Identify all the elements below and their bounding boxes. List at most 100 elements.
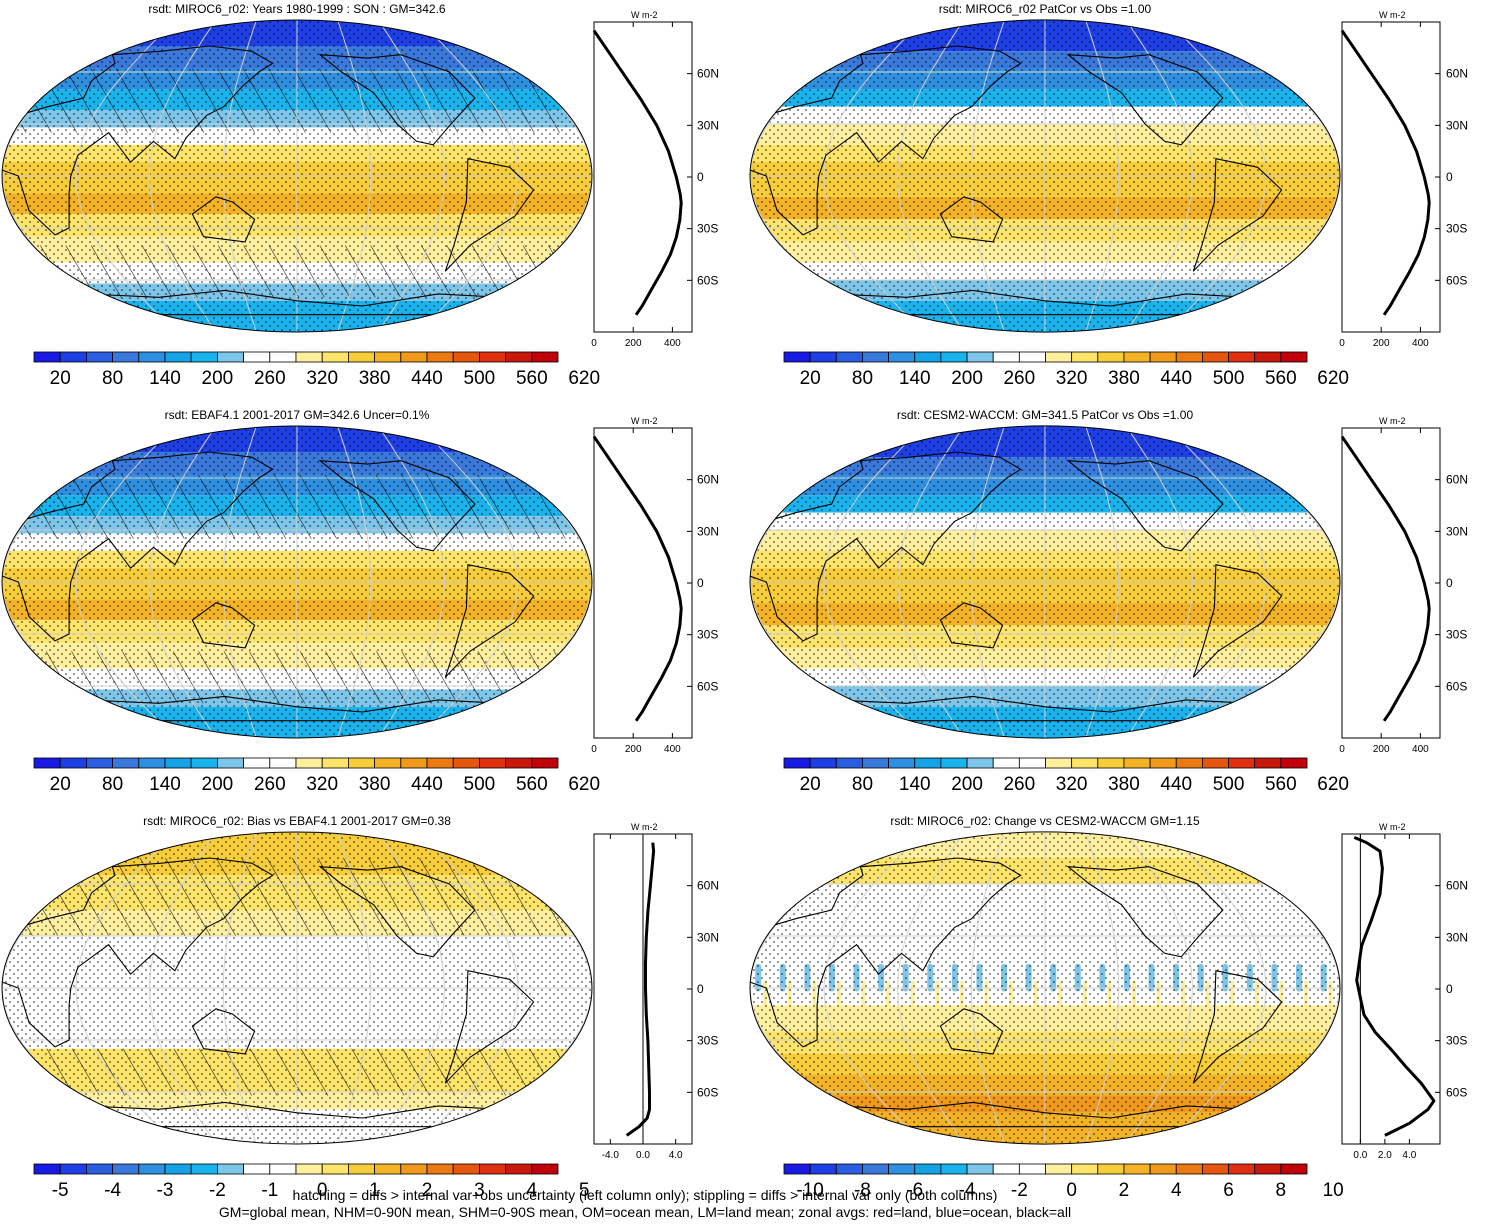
coastline [83,1101,504,1128]
graticule-meridian [823,425,924,739]
panel-title: rsdt: MIROC6_r02: Years 1980-1999 : SON … [148,2,446,16]
colorbar-swatch [1228,351,1256,363]
colorbar-swatch [112,1163,140,1175]
colorbar-label: 80 [102,368,123,389]
map [750,831,1341,1145]
zonal-unit-label: W m-2 [1379,10,1406,20]
zonal-x-tick-label: 200 [625,744,642,755]
graticule-meridian [896,425,965,739]
panel-title: rsdt: EBAF4.1 2001-2017 GM=342.6 Uncer=0… [164,408,430,422]
colorbar-swatch [243,351,271,363]
colorbar-label: -6 [906,1180,923,1201]
colorbar-label: 560 [1265,368,1297,389]
colorbar-swatch [190,757,218,769]
colorbar-swatch [1097,757,1125,769]
graticule-meridian [823,831,924,1145]
colorbar-label: 260 [1003,774,1035,795]
colorbar-label: 440 [411,368,443,389]
colorbar-label: 200 [202,774,234,795]
colorbar-swatch [216,757,244,769]
colorbar-swatch [478,1163,506,1175]
map-border [749,831,1341,1145]
colorbar-label: 500 [1213,774,1245,795]
zonal-y-tick-label: 30N [697,118,719,132]
colorbar-swatch [1202,1163,1229,1175]
colorbar-swatch [1254,351,1282,363]
colorbar-swatch [914,757,942,769]
colorbar-swatch [86,351,114,363]
colorbar-label: 3 [474,1180,485,1201]
coastline [444,564,535,678]
footer-note-hatching: hatching = diffs > internal var+obs unce… [292,1187,998,1203]
panel-title: rsdt: MIROC6_r02: Change vs CESM2-WACCM … [890,814,1200,828]
colorbar-label: 320 [1056,368,1088,389]
coastline [1066,54,1224,146]
colorbar-label: -10 [796,1180,823,1201]
graticule-meridian [1125,19,1194,333]
coastline [83,289,504,316]
colorbar-label: 140 [149,774,181,795]
colorbar-label: 560 [516,368,548,389]
zonal-unit-label: W m-2 [1379,416,1406,426]
colorbar-label: 620 [568,774,600,795]
colorbar-swatch [295,757,323,769]
graticule-meridian [1125,425,1194,739]
colorbar-label: 260 [1003,368,1035,389]
colorbar-swatch [1045,757,1073,769]
graticule-meridian [377,20,446,332]
colorbar-label: 500 [1213,368,1245,389]
coastline [939,1008,1004,1055]
colorbar-label: 260 [254,774,286,795]
coastline [318,460,476,552]
graticule-meridian [1125,831,1194,1145]
panel-p4: 0 200 400 60N 30N 0 30S 60S 20 80 140 200 260 320 380 4… [749,425,1468,795]
colorbar-label: 6 [1223,1180,1234,1201]
coastline [831,289,1252,316]
colorbar-swatch [835,757,863,769]
zonal-y-tick-label: 0 [697,170,704,184]
zonal-x-tick-label: 0 [591,338,597,349]
zonal-x-tick-label: 200 [1373,338,1390,349]
colorbar-swatch [966,351,994,363]
zonal-y-tick-label: 30S [1446,1034,1467,1048]
coastline [1066,866,1224,958]
colorbar-label: 560 [1265,774,1297,795]
zonal-y-tick-label: 60N [1446,67,1468,81]
colorbar-label: 380 [1108,774,1140,795]
colorbar-swatch [992,757,1020,769]
colorbar-label: 620 [1317,774,1349,795]
colorbar-swatch [295,351,323,363]
colorbar-swatch [1097,351,1125,363]
graticule-meridian [75,426,176,738]
zonal-mean-line [1340,29,1431,316]
colorbar-swatch [862,1163,890,1175]
zonal-x-tick-label: 200 [1373,744,1390,755]
graticule-meridian [222,426,257,738]
colorbar-swatch [321,1163,349,1175]
zonal-y-tick-label: 60N [697,473,719,487]
colorbar-swatch [1228,757,1256,769]
graticule-meridian [1085,831,1120,1145]
colorbar-swatch [992,351,1020,363]
graticule-meridian [148,832,217,1144]
colorbar-label: 5 [579,1180,590,1201]
colorbar-label: 0 [317,1180,328,1201]
zonal-unit-label: W m-2 [1379,822,1406,832]
zonal-mean-line [1353,836,1436,1137]
zonal-y-tick-label: 30S [1446,222,1467,236]
colorbar-label: 20 [50,368,71,389]
colorbar-swatch [321,351,349,363]
colorbar-swatch [86,1163,114,1175]
colorbar-swatch [400,351,428,363]
zonal-y-tick-label: 0 [1446,170,1453,184]
colorbar-label: -2 [1011,1180,1028,1201]
colorbar-swatch [1045,351,1073,363]
colorbar-swatch [478,757,506,769]
colorbar-swatch [1149,351,1177,363]
panel-p5: -4.0 0.0 4.0 60N 30N 0 30S 60S -5 -4 -3 -2 -1 0 1 2 3 4 5 [1,831,719,1201]
colorbar-swatch [164,757,192,769]
zonal-y-tick-label: 30N [1446,118,1468,132]
zonal-y-tick-label: 60S [697,679,718,693]
colorbar-swatch [505,757,533,769]
